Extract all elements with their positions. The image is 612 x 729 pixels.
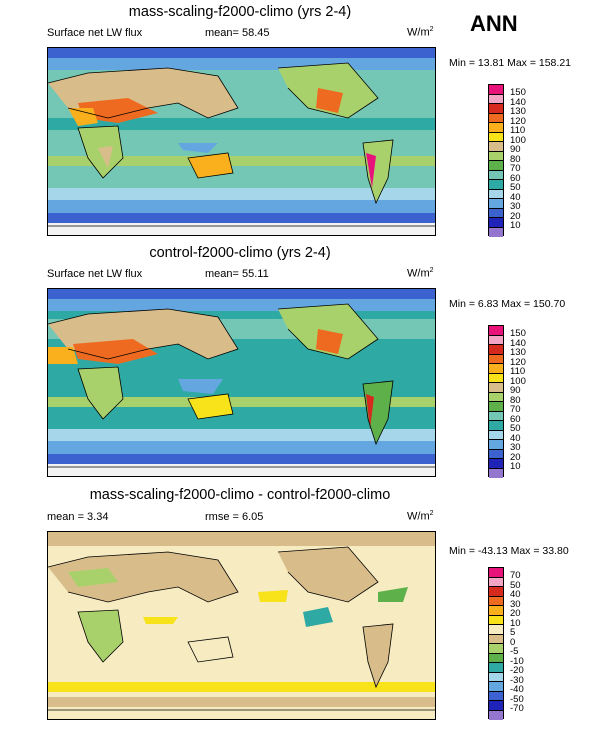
colorbar-label: 10 [510,617,521,629]
colorbar-label: 40 [510,432,521,444]
colorbar-label: 50 [510,423,521,434]
panel-1-variable-label: Surface net LW flux [47,27,143,39]
colorbar-label: 90 [510,144,521,155]
colorbar-label: 20 [510,451,521,463]
colorbar-label: 20 [510,210,521,222]
panel-1-minmax: Min = 13.81 Max = 158.21 [449,57,571,69]
panel-3-mean: mean = 3.34 [47,511,109,523]
colorbar-label: -40 [510,684,524,695]
panel-2-minmax: Min = 6.83 Max = 150.70 [449,298,566,310]
colorbar-label: 100 [510,134,526,146]
colorbar-label: 30 [510,201,521,212]
colorbar-label: -50 [510,693,524,705]
colorbar-label: 30 [510,442,521,453]
colorbar-label: 140 [510,337,526,349]
colorbar-label: 30 [510,598,521,610]
colorbar-label: 5 [510,627,516,638]
colorbar-label: 110 [510,125,526,136]
panel-3-units: W/m2 [407,510,434,523]
colorbar-label: 140 [510,96,526,108]
panel-2-units: W/m2 [407,267,434,280]
colorbar-label: 150 [510,328,526,339]
colorbar-label: 10 [510,461,521,472]
panel-1-title: mass-scaling-f2000-climo (yrs 2-4) [128,4,352,20]
colorbar-label: -70 [510,703,524,714]
panel-3-rmse: rmse = 6.05 [205,511,264,523]
panel-3-title: mass-scaling-f2000-climo - control-f2000… [89,487,391,503]
panel-1-units: W/m2 [407,26,434,39]
colorbar-label: -5 [510,646,519,657]
colorbar-label: 60 [510,172,521,184]
colorbar-label: 50 [510,182,521,193]
colorbar-label: 120 [510,356,526,368]
colorbar-label: -30 [510,674,524,686]
panel-3-minmax: Min = -43.13 Max = 33.80 [449,545,569,557]
panel-1-colorbar [488,84,504,237]
colorbar-label: -20 [510,665,524,676]
season-label: ANN [470,11,518,36]
colorbar-label: 100 [510,375,526,387]
colorbar-label: 40 [510,191,521,203]
colorbar-label: 80 [510,153,521,165]
colorbar-label: 70 [510,163,521,174]
panel-3-colorbar [488,567,504,720]
panel-1-mean: mean= 58.45 [205,27,270,39]
colorbar-label: 20 [510,608,521,619]
colorbar-label: 80 [510,394,521,406]
colorbar-label: 120 [510,115,526,127]
colorbar-label: 90 [510,385,521,396]
panel-1-map [47,47,436,236]
colorbar-label: 130 [510,106,526,117]
colorbar-label: 50 [510,579,521,591]
colorbar-label: 70 [510,570,521,581]
colorbar-label: 150 [510,87,526,98]
panel-2-title: control-f2000-climo (yrs 2-4) [149,245,331,261]
colorbar-label: 70 [510,404,521,415]
colorbar-label: 0 [510,636,516,648]
colorbar-label: -10 [510,655,524,667]
colorbar-label: 110 [510,366,526,377]
panel-2-mean: mean= 55.11 [205,268,269,280]
panel-2-colorbar [488,325,504,478]
colorbar-label: 40 [510,589,521,600]
colorbar-label: 10 [510,220,521,231]
colorbar-label: 60 [510,413,521,425]
panel-3-map [47,531,436,720]
panel-2-variable-label: Surface net LW flux [47,268,143,280]
panel-2-map [47,288,436,477]
colorbar-label: 130 [510,347,526,358]
